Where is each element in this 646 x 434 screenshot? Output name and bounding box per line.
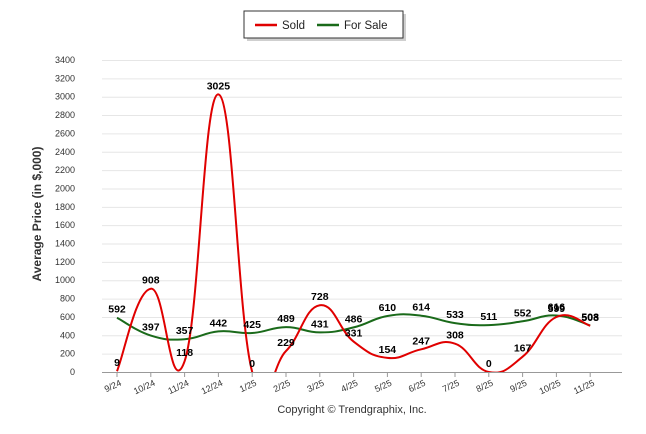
y-tick-label: 200	[60, 349, 75, 359]
data-label-for-sale: 431	[311, 318, 329, 330]
y-tick-label: 2600	[55, 128, 75, 138]
y-tick-label: 3000	[55, 92, 75, 102]
y-tick-label: 800	[60, 294, 75, 304]
data-label-for-sale: 616	[548, 301, 566, 313]
data-labels: 9 908 118 3025 0 229 728 331 154 247 308 0 167 599 503…	[108, 80, 599, 370]
data-label-sold: 0	[486, 358, 492, 370]
y-tick-label: 1400	[55, 239, 75, 249]
data-label-for-sale: 489	[277, 313, 295, 325]
y-tick-label: 2000	[55, 183, 75, 193]
data-label-sold: 728	[311, 291, 329, 303]
copyright-footer: Copyright © Trendgraphix, Inc.	[277, 404, 426, 416]
data-label-sold: 9	[114, 357, 120, 369]
data-label-for-sale: 397	[142, 322, 160, 334]
data-label-sold: 331	[345, 328, 363, 340]
data-label-for-sale: 508	[581, 311, 599, 323]
data-label-for-sale: 533	[446, 309, 464, 321]
series-line-for-sale	[116, 313, 591, 341]
y-axis-ticks: 0 200 400 600 800 1000 1200 1400 1600 1800 2000 220…	[55, 55, 75, 377]
data-label-sold: 599	[548, 303, 566, 315]
data-label-for-sale: 425	[243, 319, 261, 331]
y-axis-label: Average Price (in $,000)	[30, 147, 44, 282]
series-line-sold	[116, 93, 591, 372]
data-label-sold: 308	[446, 330, 464, 342]
y-tick-label: 0	[70, 367, 75, 377]
y-tick-label: 600	[60, 312, 75, 322]
y-tick-label: 1200	[55, 257, 75, 267]
y-tick-label: 2200	[55, 165, 75, 175]
data-label-sold: 154	[379, 344, 397, 356]
data-label-sold: 167	[514, 343, 532, 355]
data-label-for-sale: 614	[412, 302, 430, 314]
data-label-sold: 118	[176, 347, 193, 359]
series-lines	[116, 93, 591, 372]
data-label-for-sale: 592	[108, 304, 126, 316]
y-tick-label: 2800	[55, 110, 75, 120]
data-label-sold: 247	[412, 335, 430, 347]
data-label-for-sale: 486	[345, 313, 363, 325]
legend-sold-label: Sold	[282, 20, 305, 32]
gridlines	[102, 60, 622, 355]
data-label-for-sale: 357	[176, 325, 194, 337]
data-label-for-sale: 442	[210, 317, 228, 329]
y-tick-label: 2400	[55, 147, 75, 157]
legend: Sold For Sale	[243, 10, 406, 41]
data-label-sold: 3025	[207, 80, 231, 92]
y-tick-label: 3200	[55, 73, 75, 83]
legend-for-sale-label: For Sale	[344, 20, 387, 32]
y-tick-label: 3400	[55, 55, 75, 65]
y-tick-label: 400	[60, 330, 75, 340]
y-tick-label: 1800	[55, 202, 75, 212]
y-tick-label: 1600	[55, 220, 75, 230]
data-label-for-sale: 552	[514, 307, 532, 319]
data-label-sold: 908	[142, 275, 160, 287]
data-label-sold: 0	[249, 358, 255, 370]
data-label-sold: 503	[581, 312, 599, 324]
data-label-sold: 229	[277, 337, 295, 349]
y-tick-label: 1000	[55, 275, 75, 285]
data-label-for-sale: 610	[379, 302, 397, 314]
data-label-for-sale: 511	[480, 311, 497, 323]
